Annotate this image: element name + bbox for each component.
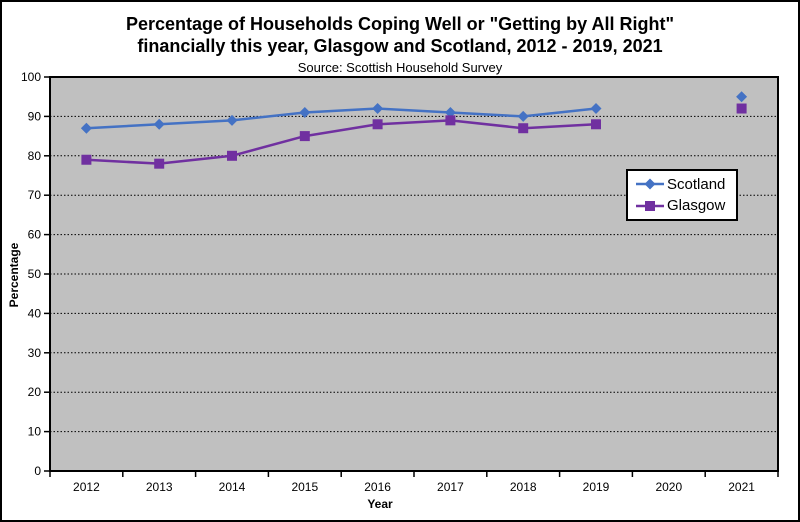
point-scotland-2013 — [153, 118, 165, 130]
point-glasgow-2018 — [518, 123, 529, 134]
x-tick-label-2020: 2020 — [655, 480, 682, 494]
y-tick-label-100: 100 — [21, 70, 41, 84]
glasgow-series-marker-icon — [636, 200, 664, 211]
x-tick-label-2017: 2017 — [437, 480, 464, 494]
point-scotland-2015 — [299, 106, 311, 118]
chart-title-line-2: financially this year, Glasgow and Scotl… — [137, 36, 663, 56]
point-scotland-2018 — [517, 110, 529, 122]
y-tick-label-80: 80 — [28, 149, 42, 163]
line-glasgow — [86, 119, 597, 165]
x-tick-label-2014: 2014 — [219, 480, 246, 494]
x-tick-label-2016: 2016 — [364, 480, 391, 494]
line-scotland — [86, 107, 597, 130]
chart-subtitle: Source: Scottish Household Survey — [297, 60, 503, 75]
point-glasgow-2015 — [299, 131, 310, 142]
x-tick-label-2015: 2015 — [291, 480, 318, 494]
legend-item-scotland: Scotland — [635, 176, 736, 193]
y-tick-label-50: 50 — [28, 267, 42, 281]
y-tick-label-20: 20 — [28, 385, 42, 399]
point-scotland-2016 — [372, 103, 384, 115]
x-tick-label-2019: 2019 — [583, 480, 610, 494]
point-glasgow-2016 — [372, 119, 383, 130]
y-tick-label-0: 0 — [34, 464, 41, 478]
point-scotland-2012 — [80, 122, 92, 134]
y-tick-label-30: 30 — [28, 346, 42, 360]
y-tick-label-70: 70 — [28, 188, 42, 202]
chart-header: Percentage of Households Coping Well or … — [2, 13, 798, 75]
point-scotland-2019 — [590, 103, 602, 115]
x-tick-label-2013: 2013 — [146, 480, 173, 494]
point-glasgow-2019 — [591, 119, 601, 130]
legend: Scotland Glasgow — [626, 169, 738, 221]
scotland-series-marker-icon — [636, 178, 664, 190]
y-tick-label-40: 40 — [28, 306, 42, 320]
y-tick-label-60: 60 — [28, 228, 42, 242]
x-tick-label-2018: 2018 — [510, 480, 537, 494]
point-scotland-2014 — [226, 114, 238, 126]
x-tick-label-2012: 2012 — [73, 480, 100, 494]
point-glasgow-2021 — [736, 103, 747, 114]
x-axis-title: Year — [367, 497, 393, 511]
point-glasgow-2012 — [81, 154, 92, 165]
point-scotland-2017 — [444, 106, 456, 118]
y-axis-title: Percentage — [7, 242, 21, 308]
legend-item-glasgow: Glasgow — [635, 197, 736, 214]
point-scotland-2021 — [736, 91, 748, 103]
point-glasgow-2013 — [154, 158, 165, 169]
point-glasgow-2014 — [227, 150, 237, 161]
chart-title-line-1: Percentage of Households Coping Well or … — [125, 14, 675, 34]
y-tick-label-90: 90 — [28, 109, 42, 123]
x-tick-label-2021: 2021 — [728, 480, 755, 494]
legend-label-scotland: Scotland — [667, 175, 726, 193]
legend-label-glasgow: Glasgow — [667, 197, 726, 215]
point-glasgow-2017 — [445, 115, 456, 126]
y-tick-label-10: 10 — [28, 425, 42, 439]
